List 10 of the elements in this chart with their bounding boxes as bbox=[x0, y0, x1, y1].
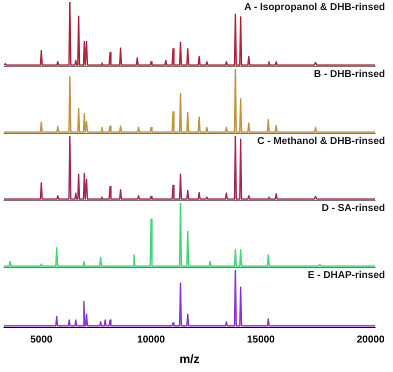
x-tick-label: 10000 bbox=[137, 334, 166, 346]
x-axis-title: m/z bbox=[179, 352, 200, 366]
x-tick-label: 5000 bbox=[30, 334, 53, 346]
chart-title: B - DHB-rinsed bbox=[314, 69, 385, 80]
chart-title: C - Methanol & DHB-rinsed bbox=[257, 136, 385, 147]
chart-title: E - DHAP-rinsed bbox=[308, 270, 385, 281]
x-tick-label: 15000 bbox=[246, 334, 276, 346]
chart-title: A - Isopropanol & DHB-rinsed bbox=[244, 2, 385, 13]
x-tick-label: 20000 bbox=[356, 334, 385, 346]
chart-title: D - SA-rinsed bbox=[322, 203, 385, 214]
